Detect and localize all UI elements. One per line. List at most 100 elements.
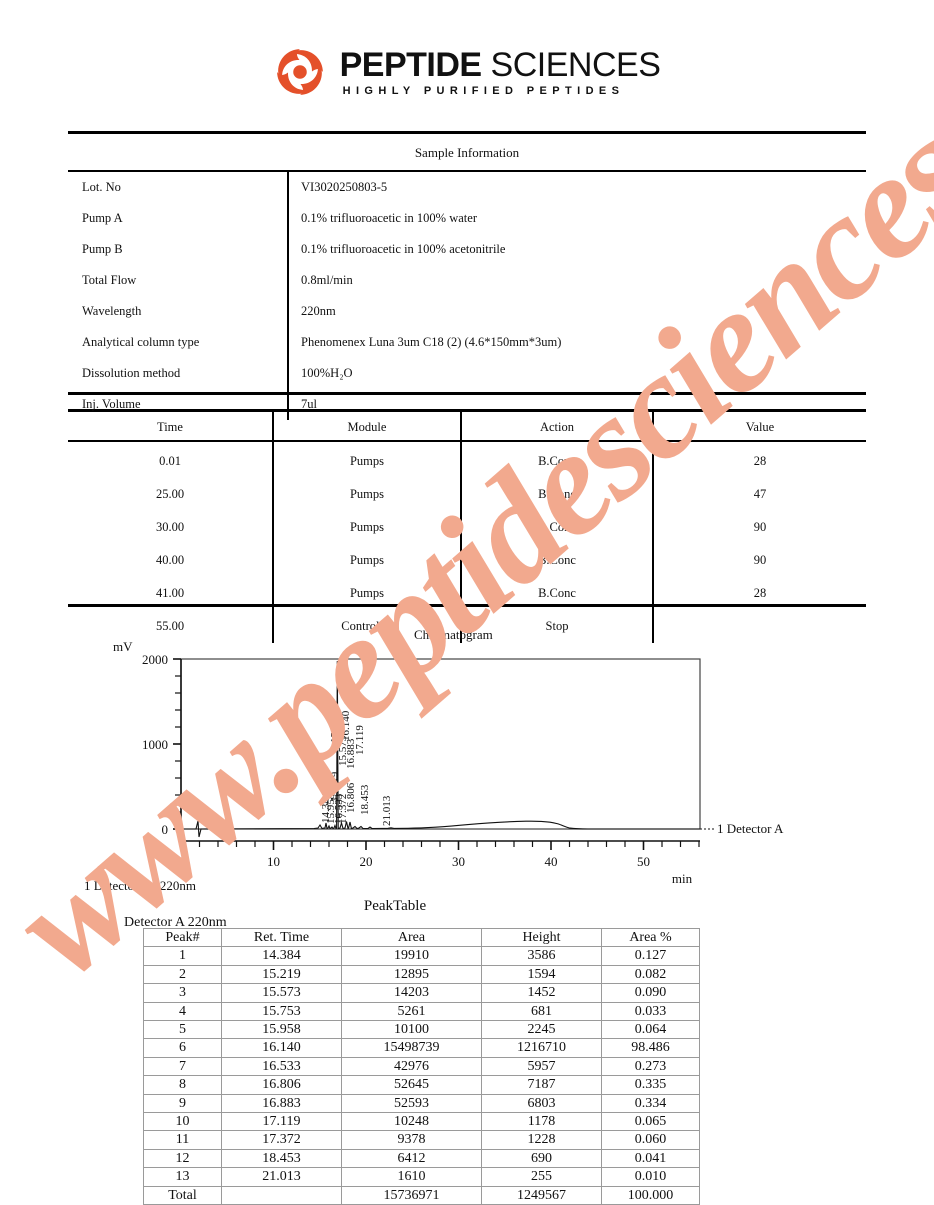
cell-time: 40.00 <box>155 553 185 567</box>
cell-value: 28 <box>652 577 866 610</box>
table-row: Dissolution method 100%H₂O <box>68 358 866 389</box>
cell-ret: 21.013 <box>221 1167 342 1187</box>
cell-value: 90 <box>652 511 866 544</box>
brand-name-light: SCIENCES <box>490 46 661 84</box>
cell-area: 12895 <box>341 964 482 985</box>
sample-value: 100%H₂O <box>287 358 866 389</box>
cell-module: Pumps <box>272 511 461 544</box>
cell-total-ret <box>221 1185 342 1205</box>
cell-ret: 16.883 <box>221 1093 342 1114</box>
y-tick-label-0: 0 <box>162 822 169 837</box>
table-row: 1 14.384 19910 3586 0.127 <box>143 946 700 966</box>
cell-areapct: 0.041 <box>601 1148 700 1169</box>
sample-label: Inj. Volume <box>82 397 141 411</box>
cell-action: B.Conc <box>460 445 653 478</box>
table-row: 4 15.753 5261 681 0.033 <box>143 1001 700 1022</box>
cell-peak: 8 <box>143 1075 222 1095</box>
peak-label: 15.753 <box>329 712 341 743</box>
brand-name-bold: PEPTIDE <box>339 46 482 84</box>
cell-action: Stop <box>460 610 653 643</box>
cell-height: 1216710 <box>481 1038 602 1058</box>
cell-value: 90 <box>652 544 866 577</box>
cell-peak: 7 <box>143 1056 222 1077</box>
peak-label: 17.119 <box>354 725 366 755</box>
peak-label: 18.453 <box>359 784 371 815</box>
cell-ret: 16.533 <box>221 1056 342 1077</box>
peak-label: 17.372 <box>337 794 349 824</box>
chromatogram-ylabel: mV <box>113 639 133 654</box>
cell-peak: 2 <box>143 964 222 985</box>
cell-module: Pumps <box>272 478 461 511</box>
cell-area: 52645 <box>341 1075 482 1095</box>
cell-ret: 15.958 <box>221 1020 342 1040</box>
table-row: 30.00 Pumps B.Conc 90 <box>68 511 866 544</box>
cell-height: 1594 <box>481 964 602 985</box>
cell-ret: 15.753 <box>221 1001 342 1022</box>
table-row-total: Total 15736971 1249567 100.000 <box>143 1185 700 1205</box>
cell-peak: 13 <box>143 1167 222 1187</box>
table-header-row: Time Module Action Value <box>68 411 866 445</box>
column-header-action: Action <box>460 411 653 445</box>
peak-label: 21.013 <box>381 795 393 826</box>
sample-value: 220nm <box>287 296 866 327</box>
x-tick-major-group <box>180 841 645 850</box>
table-row: 10 17.119 10248 1178 0.065 <box>143 1112 700 1132</box>
cell-time: 55.00 <box>155 619 185 633</box>
cell-height: 1178 <box>481 1112 602 1132</box>
cell-ret: 16.806 <box>221 1075 342 1095</box>
peptide-spiral-icon <box>276 49 323 95</box>
table-row: Analytical column type Phenomenex Luna 3… <box>68 327 866 358</box>
chromatogram-footnote: 1 Detector A / 220nm <box>84 878 196 893</box>
peaktable-detector-label: Detector A 220nm <box>124 915 227 930</box>
column-header-time: Time <box>157 420 183 434</box>
table-row: 8 16.806 52645 7187 0.335 <box>143 1075 700 1095</box>
cell-areapct: 0.127 <box>601 946 700 966</box>
table-row: 9 16.883 52593 6803 0.334 <box>143 1093 700 1114</box>
cell-height: 7187 <box>481 1075 602 1095</box>
cell-areapct: 0.060 <box>601 1130 700 1150</box>
cell-value <box>652 610 866 643</box>
table-row: 41.00 Pumps B.Conc 28 <box>68 577 866 610</box>
peak-label-group: 14.384 15.219 15.573 15.753 15.958 16.14… <box>320 710 393 826</box>
x-tick-label-20: 20 <box>360 854 373 869</box>
x-axis-label: min <box>672 871 693 886</box>
cell-height: 255 <box>481 1167 602 1187</box>
cell-ret: 17.372 <box>221 1130 342 1150</box>
cell-peak: 10 <box>143 1112 222 1132</box>
cell-areapct: 0.335 <box>601 1075 700 1095</box>
sample-information-table: Lot. No VI3020250803-5 Pump A 0.1% trifl… <box>68 172 866 420</box>
peak-label: 15.573 <box>337 735 349 766</box>
peak-label: 15.958 <box>325 793 337 824</box>
cell-area: 42976 <box>341 1056 482 1077</box>
cell-area: 9378 <box>341 1130 482 1150</box>
sample-value: VI3020250803-5 <box>287 172 866 203</box>
cell-areapct: 0.082 <box>601 964 700 985</box>
cell-action: B.Conc <box>460 577 653 610</box>
x-tick-label-30: 30 <box>452 854 465 869</box>
cell-areapct: 0.065 <box>601 1112 700 1132</box>
cell-ret: 18.453 <box>221 1148 342 1169</box>
table-row: Pump A 0.1% trifluoroacetic in 100% wate… <box>68 203 866 234</box>
cell-areapct: 98.486 <box>601 1038 700 1058</box>
time-program-section: Time Module Action Value 0.01 Pumps B.Co… <box>68 411 866 643</box>
column-header-areapct: Area % <box>601 927 700 948</box>
x-tick-label-10: 10 <box>267 854 280 869</box>
table-row: Total Flow 0.8ml/min <box>68 265 866 296</box>
sample-label: Lot. No <box>82 180 121 194</box>
x-tick-minor-group <box>198 841 700 847</box>
sample-label: Total Flow <box>82 273 137 287</box>
cell-ret: 15.573 <box>221 983 342 1003</box>
table-row: 25.00 Pumps B.Conc 47 <box>68 478 866 511</box>
peak-table: Peak# Ret. Time Area Height Area % 1 14.… <box>143 927 700 1205</box>
chromatogram-figure: Chromatogram mV 2000 <box>68 625 888 895</box>
divider-sample-head <box>68 170 866 172</box>
table-row: 13 21.013 1610 255 0.010 <box>143 1167 700 1187</box>
x-tick-label-0: 0 <box>178 854 185 869</box>
y-tick-minor-group <box>175 675 181 813</box>
cell-module: Controller <box>272 610 461 643</box>
column-header-value: Value <box>652 411 866 445</box>
cell-action: B.Conc <box>460 478 653 511</box>
cell-peak: 12 <box>143 1148 222 1169</box>
cell-peak: 11 <box>143 1130 222 1150</box>
